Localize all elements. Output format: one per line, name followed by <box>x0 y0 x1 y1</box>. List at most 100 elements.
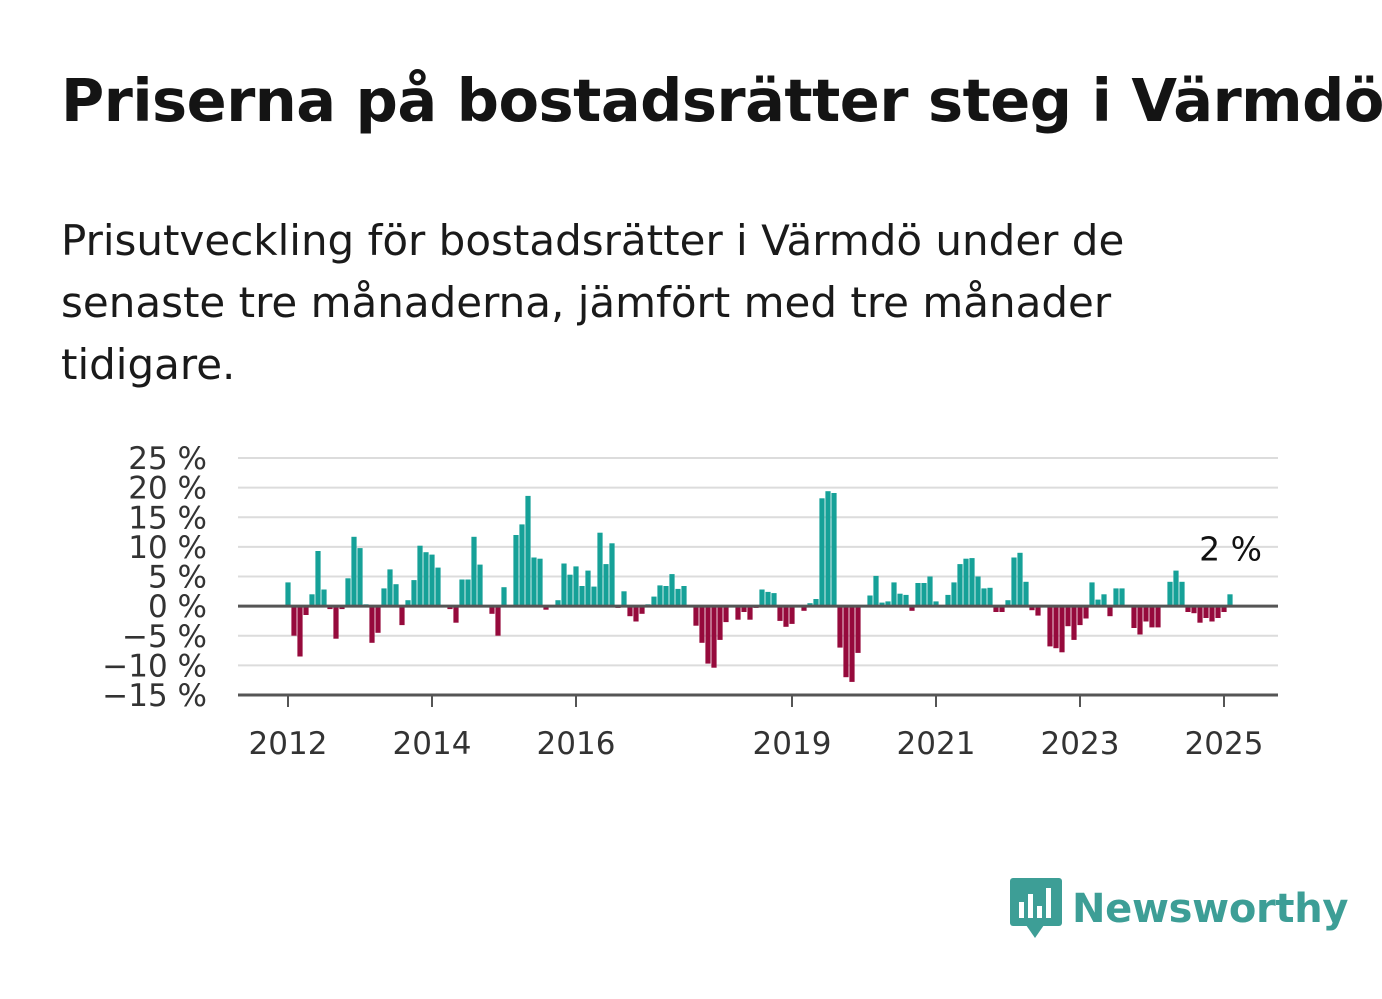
bar-chart: 25 %20 %15 %10 %5 %0 %−5 %−10 %−15 % 2012… <box>102 441 1278 762</box>
bar <box>1065 606 1071 627</box>
bar <box>1005 600 1011 607</box>
bar <box>1143 606 1149 622</box>
y-tick-label: 25 % <box>128 441 207 477</box>
bar <box>1149 606 1155 628</box>
bar <box>819 498 825 607</box>
bar <box>1095 599 1101 607</box>
bar <box>429 554 435 607</box>
bar <box>525 495 531 607</box>
bar <box>381 588 387 607</box>
bar <box>531 557 537 607</box>
bar <box>435 567 441 607</box>
bar <box>1071 606 1077 640</box>
bar <box>1167 581 1173 607</box>
bar <box>981 588 987 607</box>
bar <box>705 606 711 664</box>
bar <box>321 589 327 607</box>
bar <box>501 587 507 607</box>
bar <box>609 543 615 607</box>
bar <box>471 536 477 607</box>
bar <box>1029 606 1035 611</box>
bar <box>1173 570 1179 607</box>
bar <box>1179 581 1185 607</box>
bar <box>591 586 597 607</box>
y-tick-label: 15 % <box>128 500 207 536</box>
bar <box>459 579 465 607</box>
bar <box>987 587 993 607</box>
bar <box>837 606 843 648</box>
bar <box>735 606 741 620</box>
bar <box>1203 606 1209 618</box>
bar <box>621 591 627 607</box>
bar <box>699 606 705 643</box>
bar <box>1221 606 1227 612</box>
bar <box>1011 557 1017 607</box>
bar <box>537 558 543 607</box>
bar <box>297 606 303 657</box>
bar <box>711 606 717 668</box>
newsworthy-logo: Newsworthy <box>1010 878 1349 940</box>
last-value-label: 2 % <box>1199 529 1262 568</box>
bar <box>1107 606 1113 617</box>
x-tick-label: 2016 <box>537 726 616 762</box>
bar <box>1023 581 1029 607</box>
bar <box>855 606 861 653</box>
x-tick-label: 2021 <box>897 726 976 762</box>
bar <box>885 601 891 607</box>
bar <box>393 584 399 607</box>
bar <box>519 524 525 607</box>
bar <box>1197 606 1203 623</box>
bar <box>1077 606 1083 626</box>
gridlines <box>238 457 1278 667</box>
bar <box>1185 606 1191 612</box>
bar <box>1137 606 1143 635</box>
bar <box>1089 582 1095 607</box>
x-tick-label: 2023 <box>1041 726 1120 762</box>
bar <box>879 602 885 607</box>
bar <box>1215 606 1221 618</box>
x-tick-label: 2025 <box>1185 726 1264 762</box>
bar <box>375 606 381 633</box>
bar <box>387 569 393 607</box>
bar <box>777 606 783 621</box>
bar <box>579 586 585 607</box>
bar <box>423 552 429 607</box>
bar <box>477 564 483 607</box>
bar <box>315 551 321 607</box>
bar <box>417 545 423 607</box>
newsworthy-logo-icon <box>1010 878 1062 938</box>
bar <box>963 558 969 607</box>
bar <box>453 606 459 623</box>
bar <box>291 606 297 636</box>
bar <box>1131 606 1137 628</box>
bar <box>747 606 753 620</box>
x-tick-label: 2019 <box>753 726 832 762</box>
bar <box>489 606 495 614</box>
bar <box>1227 594 1233 607</box>
bar <box>405 600 411 607</box>
bar <box>873 575 879 607</box>
bar <box>333 606 339 639</box>
bar <box>945 594 951 607</box>
bar <box>309 594 315 607</box>
bar <box>903 594 909 607</box>
bar <box>741 606 747 612</box>
bar <box>543 606 549 610</box>
bar <box>303 606 309 615</box>
bar <box>357 548 363 607</box>
bar <box>927 576 933 607</box>
bar <box>651 596 657 607</box>
axes <box>238 604 1278 707</box>
bars <box>285 491 1233 682</box>
bar <box>951 582 957 607</box>
bar <box>603 564 609 607</box>
bar <box>933 601 939 607</box>
bar <box>1113 588 1119 607</box>
bar <box>1209 606 1215 622</box>
bar <box>975 576 981 607</box>
bar <box>843 606 849 678</box>
bar <box>909 606 915 611</box>
bar <box>813 599 819 607</box>
bar <box>513 535 519 607</box>
bar <box>1053 606 1059 649</box>
